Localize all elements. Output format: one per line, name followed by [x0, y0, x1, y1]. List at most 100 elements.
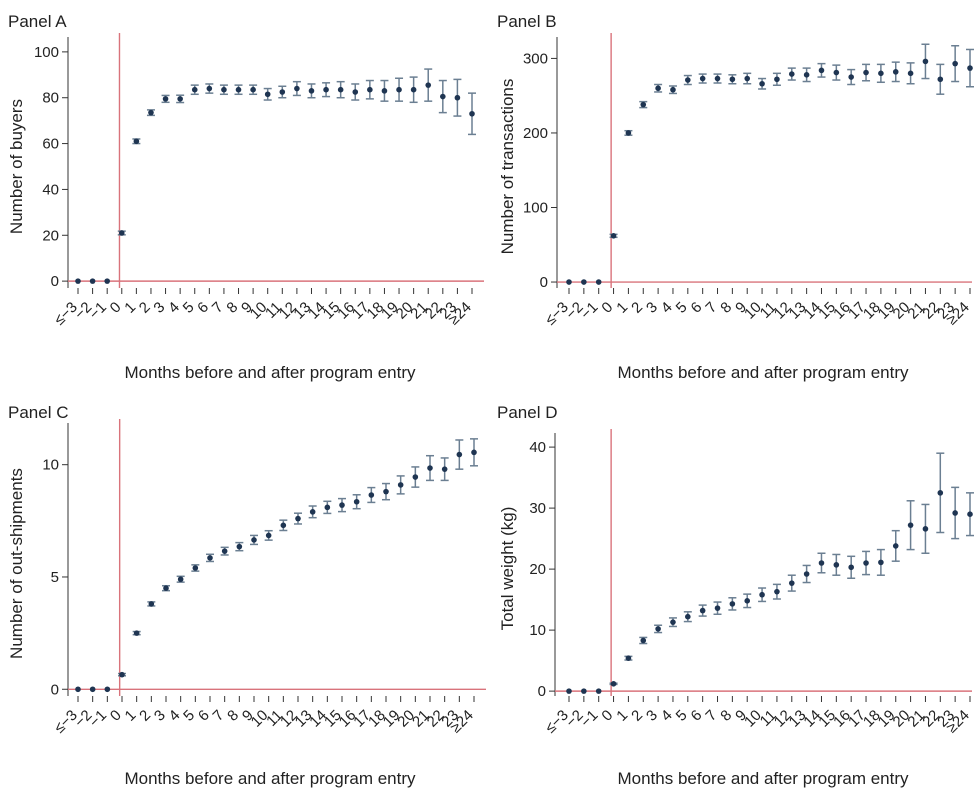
data-point [367, 86, 373, 93]
data-point [104, 278, 110, 284]
data-point [581, 279, 587, 285]
x-axis-label: Months before and after program entry [617, 769, 909, 788]
x-tick-label: 5 [673, 299, 691, 317]
y-axis-label: Number of transactions [498, 79, 517, 255]
data-point [162, 96, 169, 102]
data-point [381, 88, 388, 94]
data-point [148, 601, 155, 607]
x-tick-label: 8 [717, 299, 735, 317]
data-point [803, 571, 810, 577]
data-point [396, 86, 402, 93]
y-tick-label: 0 [540, 274, 548, 291]
data-point [206, 85, 213, 92]
data-point [670, 619, 676, 625]
x-tick-label: 4 [165, 299, 183, 317]
data-point [440, 93, 446, 100]
x-tick-label: 1 [121, 299, 139, 317]
x-tick-label: 6 [688, 707, 706, 725]
data-point [848, 74, 854, 80]
y-tick-label: 20 [529, 561, 546, 578]
x-tick-label: 3 [151, 707, 169, 725]
data-point [744, 598, 751, 604]
data-point [566, 279, 572, 285]
data-point [163, 585, 169, 592]
y-tick-label: 0 [538, 683, 546, 700]
data-point [759, 80, 765, 87]
panel-title: Panel D [497, 403, 557, 422]
y-tick-label: 40 [42, 181, 59, 198]
data-point [441, 466, 448, 472]
data-point [339, 502, 345, 508]
data-point [967, 65, 973, 71]
data-point [280, 522, 287, 529]
data-point [581, 688, 587, 694]
data-point [324, 504, 331, 511]
data-point [610, 680, 617, 687]
x-tick-label: −1 [86, 707, 110, 731]
data-point [235, 86, 242, 93]
data-point [250, 86, 256, 93]
data-point [89, 278, 96, 284]
data-point [937, 76, 944, 83]
y-axis-label: Total weight (kg) [498, 507, 517, 631]
data-point [118, 230, 125, 236]
x-tick-label: 4 [658, 299, 676, 317]
data-point [640, 637, 647, 644]
data-point [309, 509, 316, 515]
data-point [469, 110, 475, 117]
x-tick-label: 5 [180, 707, 198, 725]
x-tick-label: 8 [717, 707, 735, 725]
y-axis-label: Number of out-shipments [7, 468, 26, 659]
data-point [265, 532, 272, 539]
y-tick-label: 30 [529, 500, 546, 517]
data-point [907, 70, 914, 77]
data-point [922, 526, 929, 532]
data-point [177, 96, 183, 102]
x-tick-label: 5 [180, 299, 198, 317]
data-point [192, 565, 199, 571]
data-point [863, 69, 869, 76]
data-point [892, 69, 899, 75]
panel-title: Panel B [497, 12, 557, 31]
data-point [133, 630, 140, 636]
data-point [148, 109, 154, 116]
data-point [848, 564, 854, 571]
data-point [104, 686, 111, 693]
data-point [818, 560, 825, 566]
panel-title: Panel A [8, 12, 67, 31]
x-tick-label: 5 [673, 707, 691, 725]
data-point [967, 511, 973, 518]
data-point [759, 591, 765, 598]
y-tick-label: 5 [51, 569, 59, 586]
y-tick-label: 60 [42, 136, 59, 153]
data-point [279, 89, 286, 95]
data-point [410, 86, 417, 93]
data-point [685, 77, 691, 83]
x-tick-label: 3 [150, 299, 168, 317]
x-tick-label: 1 [613, 707, 631, 725]
data-point [833, 69, 840, 76]
data-point [878, 70, 884, 77]
data-point [191, 86, 198, 93]
x-tick-label: 7 [209, 299, 227, 317]
data-point [75, 278, 81, 284]
y-tick-label: 100 [34, 44, 59, 61]
x-tick-label: 1 [613, 299, 631, 317]
data-point [75, 686, 81, 693]
data-point [907, 522, 914, 528]
data-point [937, 490, 944, 496]
y-tick-label: 300 [523, 50, 548, 67]
x-tick-label: 0 [107, 707, 125, 725]
data-point [177, 576, 184, 583]
data-point [368, 492, 375, 498]
data-point [744, 75, 751, 82]
x-tick-label: 7 [210, 707, 228, 725]
x-axis-label: Months before and after program entry [124, 769, 416, 788]
data-point [952, 510, 958, 516]
y-tick-label: 0 [51, 273, 59, 290]
y-tick-label: 80 [42, 90, 59, 107]
data-point [221, 548, 228, 554]
